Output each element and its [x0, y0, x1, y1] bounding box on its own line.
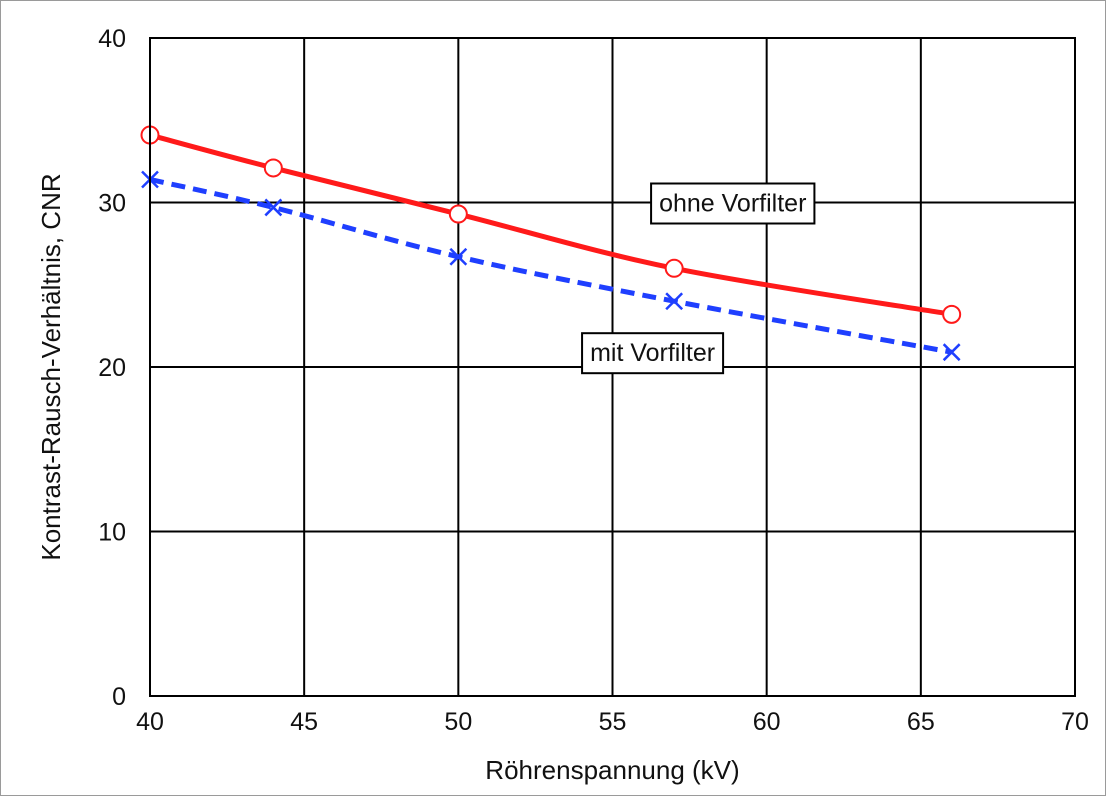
annotation-box-0 — [650, 182, 816, 225]
marker-circle-0-3 — [664, 258, 684, 278]
marker-x-1-1 — [264, 198, 283, 217]
series-group — [140, 125, 962, 362]
x-tick-label-60: 60 — [753, 708, 781, 736]
plot-border — [149, 37, 1076, 697]
marker-circle-0-2 — [448, 204, 468, 224]
y-tick-label-10: 10 — [98, 519, 126, 547]
y-tick-label-20: 20 — [98, 354, 126, 382]
annotation-box-1 — [581, 332, 725, 375]
x-tick-label-70: 70 — [1061, 708, 1089, 736]
annotation-text-1: mit Vorfilter — [590, 339, 715, 367]
y-tick-label-0: 0 — [112, 683, 126, 711]
marker-circle-0-1 — [263, 158, 283, 178]
marker-x-1-3 — [665, 292, 684, 311]
series-1 — [141, 170, 961, 362]
marker-circle-0-4 — [942, 304, 962, 324]
x-tick-label-50: 50 — [444, 708, 472, 736]
annotation-0: ohne Vorfilter — [650, 182, 816, 225]
annotation-text-0: ohne Vorfilter — [659, 190, 806, 218]
x-tick-label-45: 45 — [290, 708, 318, 736]
y-tick-label-40: 40 — [98, 25, 126, 53]
annotations: ohne Vorfilter mit Vorfilter — [581, 182, 816, 375]
tick-labels: 40 45 50 55 60 65 70 0 10 20 30 40 — [98, 25, 1089, 736]
series-line-0 — [149, 132, 953, 317]
y-axis-label: Kontrast-Rausch-Verhältnis, CNR — [36, 173, 66, 560]
x-tick-label-65: 65 — [907, 708, 935, 736]
series-0 — [140, 125, 962, 324]
x-axis-label: Röhrenspannung (kV) — [485, 755, 739, 785]
series-line-1 — [149, 177, 953, 355]
y-tick-label-30: 30 — [98, 190, 126, 218]
x-tick-label-40: 40 — [136, 708, 164, 736]
marker-x-1-2 — [449, 247, 468, 266]
plot-area-border — [149, 37, 1076, 697]
annotation-1: mit Vorfilter — [581, 332, 725, 375]
marker-x-1-4 — [942, 343, 961, 362]
x-tick-label-55: 55 — [599, 708, 627, 736]
